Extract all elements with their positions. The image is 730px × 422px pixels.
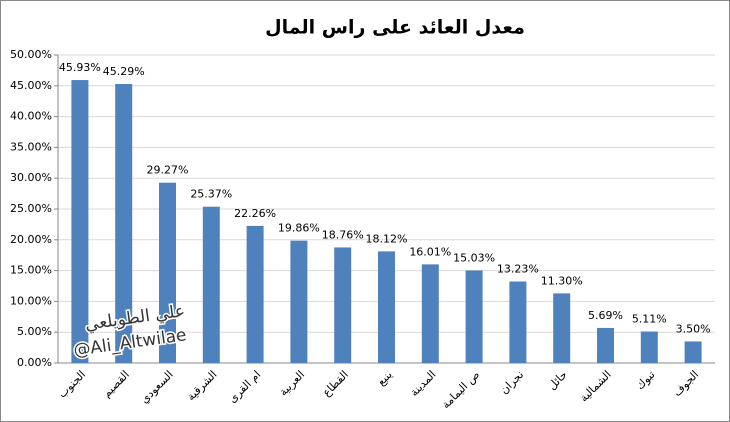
bar bbox=[115, 84, 133, 363]
data-label: 18.76% bbox=[322, 228, 364, 241]
y-tick-label: 40.00% bbox=[10, 110, 52, 123]
data-label: 16.01% bbox=[409, 245, 451, 258]
y-tick-label: 10.00% bbox=[10, 294, 52, 307]
data-label: 22.26% bbox=[234, 207, 276, 220]
data-label: 45.29% bbox=[103, 65, 145, 78]
bar bbox=[290, 240, 308, 363]
data-label: 3.50% bbox=[676, 322, 711, 335]
data-label: 45.93% bbox=[59, 61, 101, 74]
bar bbox=[597, 327, 614, 363]
y-tick-label: 30.00% bbox=[10, 171, 52, 184]
y-tick-label: 25.00% bbox=[10, 202, 52, 215]
bar bbox=[640, 331, 658, 363]
data-label: 11.30% bbox=[541, 274, 583, 287]
bar bbox=[378, 251, 395, 363]
data-label: 5.69% bbox=[588, 309, 623, 322]
y-tick-label: 35.00% bbox=[10, 140, 52, 153]
data-label: 5.11% bbox=[632, 313, 667, 326]
bar bbox=[246, 225, 264, 363]
y-tick-label: 15.00% bbox=[10, 264, 52, 277]
data-label: 19.86% bbox=[278, 222, 320, 235]
y-tick-label: 0.00% bbox=[17, 356, 52, 369]
data-label: 13.23% bbox=[497, 263, 539, 276]
data-label: 29.27% bbox=[147, 164, 189, 177]
bar bbox=[684, 341, 702, 363]
y-tick-label: 20.00% bbox=[10, 233, 52, 246]
bar bbox=[202, 206, 220, 363]
data-label: 25.37% bbox=[190, 188, 232, 201]
data-label: 15.03% bbox=[453, 251, 495, 264]
bar bbox=[465, 270, 483, 363]
y-tick-label: 50.00% bbox=[10, 48, 52, 61]
bar bbox=[159, 182, 176, 363]
y-tick-label: 45.00% bbox=[10, 79, 52, 92]
bar bbox=[553, 293, 571, 363]
y-tick-label: 5.00% bbox=[17, 325, 52, 338]
bar bbox=[421, 264, 439, 363]
data-label: 18.12% bbox=[366, 232, 408, 245]
bar bbox=[509, 281, 527, 363]
chart-title: معدل العائد على راس المال bbox=[265, 17, 525, 39]
bar bbox=[71, 80, 89, 363]
bar bbox=[334, 247, 352, 363]
